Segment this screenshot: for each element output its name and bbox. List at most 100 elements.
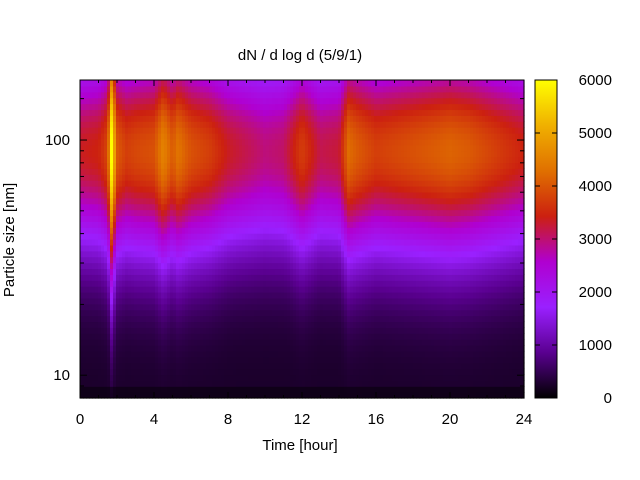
heatmap-cell (128, 368, 132, 376)
heatmap-cell (86, 121, 90, 128)
heatmap-cell (80, 174, 84, 181)
heatmap-cell (260, 168, 264, 175)
heatmap-cell (182, 262, 186, 270)
heatmap-cell (308, 239, 312, 246)
heatmap-cell (98, 315, 102, 323)
heatmap-cell (305, 203, 309, 211)
heatmap-cell (311, 133, 315, 140)
heatmap-cell (209, 374, 213, 381)
heatmap-cell (149, 138, 153, 146)
heatmap-cell (104, 174, 108, 181)
heatmap-cell (296, 274, 300, 281)
heatmap-cell (278, 280, 282, 287)
heatmap-cell (215, 162, 219, 169)
heatmap-cell (170, 233, 174, 240)
heatmap-cell (209, 239, 213, 246)
heatmap-cell (185, 386, 189, 393)
heatmap-cell (194, 280, 198, 287)
heatmap-cell (113, 244, 117, 252)
heatmap-cell (305, 309, 309, 317)
heatmap-cell (197, 150, 201, 158)
heatmap-cell (341, 150, 345, 158)
heatmap-cell (254, 309, 258, 317)
heatmap-cell (191, 144, 195, 152)
heatmap-cell (323, 339, 327, 346)
heatmap-cell (275, 256, 279, 264)
heatmap-cell (236, 156, 240, 164)
heatmap-cell (98, 156, 102, 164)
heatmap-cell (131, 239, 135, 246)
heatmap-cell (257, 392, 261, 399)
heatmap-cell (320, 327, 324, 334)
heatmap-cell (224, 286, 228, 293)
heatmap-cell (116, 345, 120, 352)
heatmap-cell (197, 309, 201, 317)
heatmap-cell (335, 209, 339, 217)
heatmap-cell (182, 345, 186, 352)
heatmap-cell (122, 191, 126, 199)
heatmap-cell (176, 250, 180, 258)
heatmap-cell (233, 133, 237, 140)
heatmap-cell (95, 209, 99, 217)
heatmap-cell (242, 150, 246, 158)
heatmap-cell (260, 268, 264, 275)
heatmap-cell (122, 368, 126, 376)
heatmap-cell (185, 256, 189, 264)
heatmap-cell (107, 362, 111, 370)
heatmap-cell (161, 292, 165, 299)
heatmap-cell (212, 368, 216, 376)
heatmap-cell (233, 303, 237, 311)
heatmap-cell (281, 133, 285, 140)
heatmap-cell (347, 150, 351, 158)
heatmap-cell (287, 168, 291, 175)
heatmap-cell (233, 350, 237, 358)
heatmap-cell (320, 127, 324, 134)
heatmap-cell (80, 221, 84, 228)
heatmap-cell (281, 221, 285, 228)
heatmap-cell (236, 280, 240, 287)
heatmap-cell (317, 262, 321, 270)
heatmap-cell (338, 133, 342, 140)
heatmap-cell (329, 97, 333, 105)
heatmap-cell (272, 203, 276, 211)
heatmap-cell (104, 256, 108, 264)
heatmap-cell (80, 121, 84, 128)
heatmap-cell (251, 168, 255, 175)
heatmap-cell (215, 356, 219, 364)
heatmap-cell (95, 333, 99, 340)
heatmap-cell (92, 80, 96, 87)
heatmap-cell (272, 374, 276, 381)
heatmap-cell (203, 209, 207, 217)
heatmap-cell (236, 227, 240, 234)
heatmap-cell (203, 274, 207, 281)
heatmap-cell (176, 292, 180, 299)
heatmap-cell (104, 180, 108, 187)
heatmap-cell (248, 339, 252, 346)
heatmap-cell (233, 174, 237, 181)
heatmap-cell (308, 350, 312, 358)
heatmap-cell (176, 380, 180, 387)
heatmap-cell (269, 350, 273, 358)
heatmap-cell (275, 121, 279, 128)
heatmap-cell (200, 362, 204, 370)
heatmap-cell (110, 268, 114, 275)
heatmap-cell (143, 392, 147, 399)
heatmap-cell (260, 392, 264, 399)
heatmap-cell (224, 339, 228, 346)
heatmap-cell (350, 345, 354, 352)
heatmap-cell (254, 91, 258, 99)
heatmap-cell (173, 327, 177, 334)
heatmap-cell (218, 127, 222, 134)
heatmap-cell (263, 297, 267, 305)
heatmap-cell (317, 268, 321, 275)
heatmap-cell (353, 174, 357, 181)
heatmap-cell (215, 297, 219, 305)
heatmap-cell (182, 127, 186, 134)
heatmap-cell (233, 115, 237, 122)
heatmap-cell (290, 356, 294, 364)
heatmap-cell (260, 303, 264, 311)
heatmap-cell (98, 203, 102, 211)
heatmap-cell (239, 368, 243, 376)
heatmap-cell (95, 244, 99, 252)
heatmap-cell (245, 215, 249, 222)
